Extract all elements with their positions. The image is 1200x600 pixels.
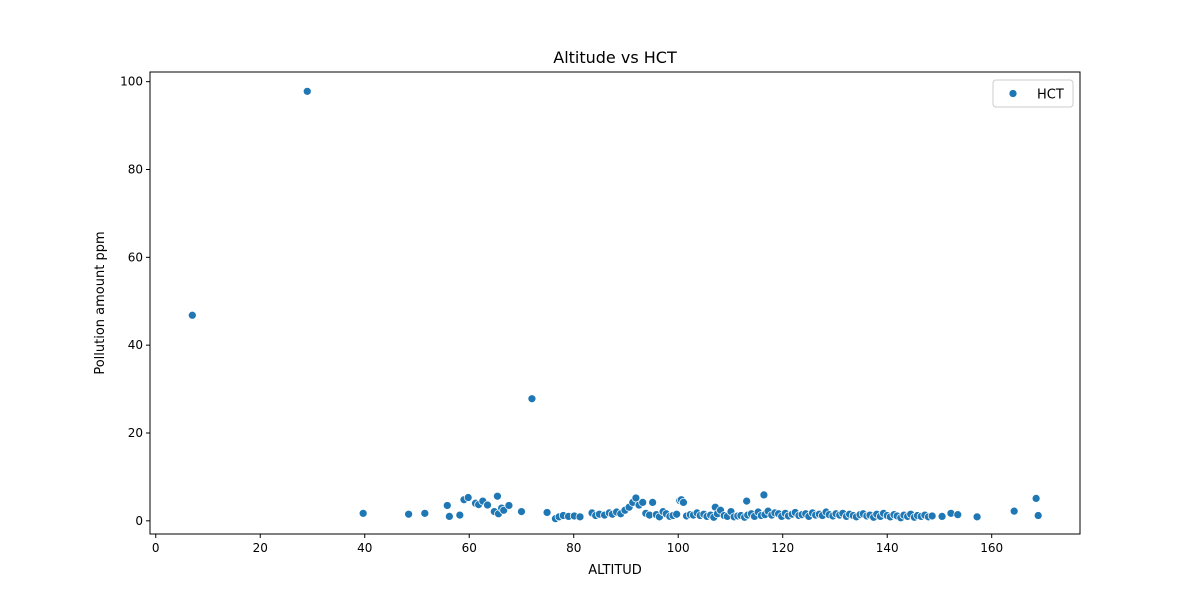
data-point bbox=[455, 510, 465, 520]
x-tick-label: 20 bbox=[253, 541, 268, 555]
data-point bbox=[442, 501, 452, 510]
data-point bbox=[420, 508, 430, 518]
y-tick-label: 80 bbox=[128, 162, 143, 176]
legend-marker-hct bbox=[1008, 89, 1018, 98]
data-point bbox=[542, 508, 552, 517]
y-tick-label: 100 bbox=[120, 75, 143, 89]
data-point bbox=[517, 507, 526, 516]
x-tick-label: 160 bbox=[980, 541, 1003, 555]
x-tick-label: 80 bbox=[566, 541, 581, 555]
data-point bbox=[187, 310, 197, 320]
data-point bbox=[302, 86, 312, 96]
data-point bbox=[679, 498, 688, 507]
data-point bbox=[483, 500, 492, 510]
y-tick-label: 20 bbox=[128, 426, 143, 440]
x-tick-label: 120 bbox=[771, 541, 794, 555]
x-tick-label: 100 bbox=[667, 541, 690, 555]
x-tick-label: 60 bbox=[462, 541, 477, 555]
y-tick-label: 0 bbox=[135, 514, 143, 528]
data-point bbox=[504, 501, 514, 510]
data-point bbox=[575, 512, 585, 522]
y-axis: 0 20 40 60 80 100 bbox=[120, 75, 150, 528]
data-point bbox=[972, 512, 982, 522]
data-point bbox=[404, 509, 413, 519]
x-tick-label: 40 bbox=[357, 541, 372, 555]
x-tick-label: 0 bbox=[152, 541, 160, 555]
data-point bbox=[1033, 511, 1043, 520]
y-tick-label: 60 bbox=[128, 250, 143, 264]
data-point bbox=[527, 394, 537, 404]
legend-box bbox=[992, 79, 1074, 108]
data-point bbox=[493, 491, 502, 501]
data-point bbox=[463, 493, 473, 502]
data-point bbox=[1031, 494, 1041, 503]
chart-title: Altitude vs HCT bbox=[553, 48, 677, 67]
data-point bbox=[742, 496, 752, 506]
legend: HCT bbox=[992, 79, 1074, 108]
x-tick-label: 140 bbox=[876, 541, 899, 555]
points-layer bbox=[187, 86, 1043, 524]
data-point bbox=[638, 498, 648, 507]
y-tick-label: 40 bbox=[128, 338, 143, 352]
plot-frame bbox=[149, 71, 1081, 535]
data-point bbox=[953, 510, 963, 520]
x-axis-title: ALTITUD bbox=[588, 563, 642, 578]
data-point bbox=[672, 509, 682, 519]
data-point bbox=[1009, 506, 1019, 516]
legend-label-hct: HCT bbox=[1037, 88, 1064, 103]
data-point bbox=[358, 508, 368, 518]
y-axis-title: Pollution amount ppm bbox=[93, 231, 108, 374]
data-point bbox=[759, 490, 769, 500]
data-point bbox=[927, 511, 937, 521]
data-point bbox=[937, 512, 947, 521]
data-point bbox=[445, 512, 454, 521]
x-axis: 0 20 40 60 80 100 120 140 160 bbox=[152, 534, 1003, 555]
data-point bbox=[648, 498, 657, 507]
